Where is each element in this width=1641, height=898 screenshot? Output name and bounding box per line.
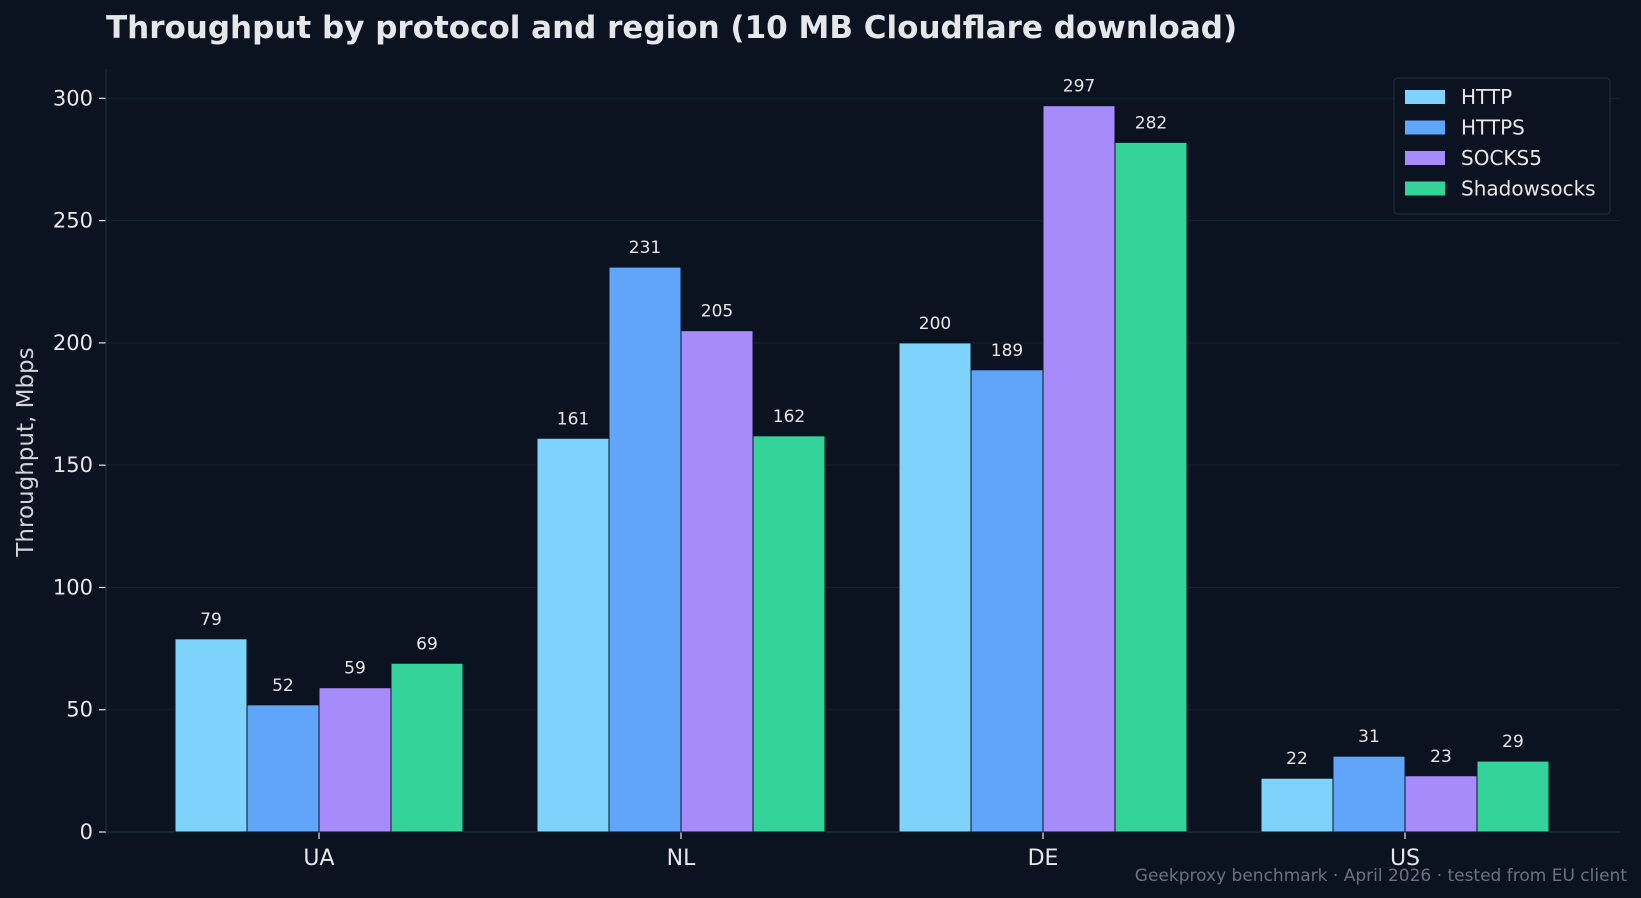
x-tick-label: US — [1390, 846, 1420, 871]
data-label: 79 — [200, 610, 222, 630]
legend-swatch-https — [1405, 120, 1445, 135]
x-tick-label: UA — [303, 846, 334, 871]
legend-label-shadowsocks: Shadowsocks — [1461, 177, 1596, 201]
bar-http-ua — [174, 638, 248, 833]
data-label: 162 — [773, 407, 805, 427]
bars-layer — [174, 105, 1550, 833]
data-label: 161 — [557, 409, 589, 429]
data-labels-layer: 79 52 59 69 161 231 205 162 200 189 297 282 22 31 23 29 — [200, 77, 1524, 770]
bar-socks5-ua — [318, 687, 392, 833]
y-tick-label: 200 — [53, 331, 93, 355]
legend-label-https: HTTPS — [1461, 116, 1525, 140]
data-label: 69 — [416, 634, 438, 654]
data-label: 59 — [344, 659, 366, 679]
legend-swatch-http — [1405, 90, 1445, 104]
legend-swatch-socks5 — [1405, 151, 1445, 165]
bar-https-us — [1332, 755, 1406, 833]
y-axis-label: Throughput, Mbps — [13, 347, 39, 557]
data-label: 297 — [1063, 77, 1095, 97]
data-label: 282 — [1135, 113, 1167, 133]
y-tick-label: 150 — [53, 453, 93, 477]
data-label: 189 — [991, 341, 1023, 361]
bar-socks5-de — [1042, 105, 1116, 833]
bar-shadowsocks-ua — [390, 662, 464, 833]
data-label: 200 — [919, 314, 951, 334]
bar-https-ua — [246, 704, 320, 833]
bar-http-us — [1260, 777, 1334, 833]
grid-layer — [106, 97, 1620, 711]
bar-http-nl — [536, 437, 610, 833]
axis-layer: 0 50 100 150 200 250 300 UA NL DE US — [53, 69, 1620, 871]
chart-title: Throughput by protocol and region (10 MB… — [106, 10, 1237, 46]
y-tick-label: 50 — [66, 698, 93, 722]
legend: HTTP HTTPS SOCKS5 Shadowsocks — [1393, 77, 1611, 215]
bar-shadowsocks-nl — [752, 435, 826, 833]
x-tick-label: DE — [1028, 846, 1059, 871]
data-label: 23 — [1430, 747, 1452, 767]
legend-swatch-shadowsocks — [1405, 181, 1445, 196]
bar-shadowsocks-us — [1476, 760, 1550, 833]
y-tick-label: 100 — [53, 575, 93, 599]
y-tick-label: 250 — [53, 209, 93, 233]
bar-socks5-us — [1404, 775, 1478, 833]
data-label: 231 — [629, 238, 661, 258]
data-label: 29 — [1502, 732, 1524, 752]
bar-shadowsocks-de — [1114, 141, 1188, 833]
x-tick-label: NL — [667, 846, 696, 871]
y-tick-label: 300 — [53, 86, 93, 110]
data-label: 205 — [701, 302, 733, 322]
data-label: 31 — [1358, 727, 1380, 747]
bar-socks5-nl — [680, 330, 754, 833]
bar-https-de — [970, 369, 1044, 833]
data-label: 52 — [272, 676, 294, 696]
y-tick-label: 0 — [80, 820, 93, 844]
data-label: 22 — [1286, 749, 1308, 769]
legend-label-socks5: SOCKS5 — [1461, 146, 1542, 170]
legend-box — [1393, 77, 1611, 215]
footnote: Geekproxy benchmark · April 2026 · teste… — [1135, 866, 1628, 886]
legend-label-http: HTTP — [1461, 85, 1512, 109]
bar-https-nl — [608, 266, 682, 833]
bar-http-de — [898, 342, 972, 833]
